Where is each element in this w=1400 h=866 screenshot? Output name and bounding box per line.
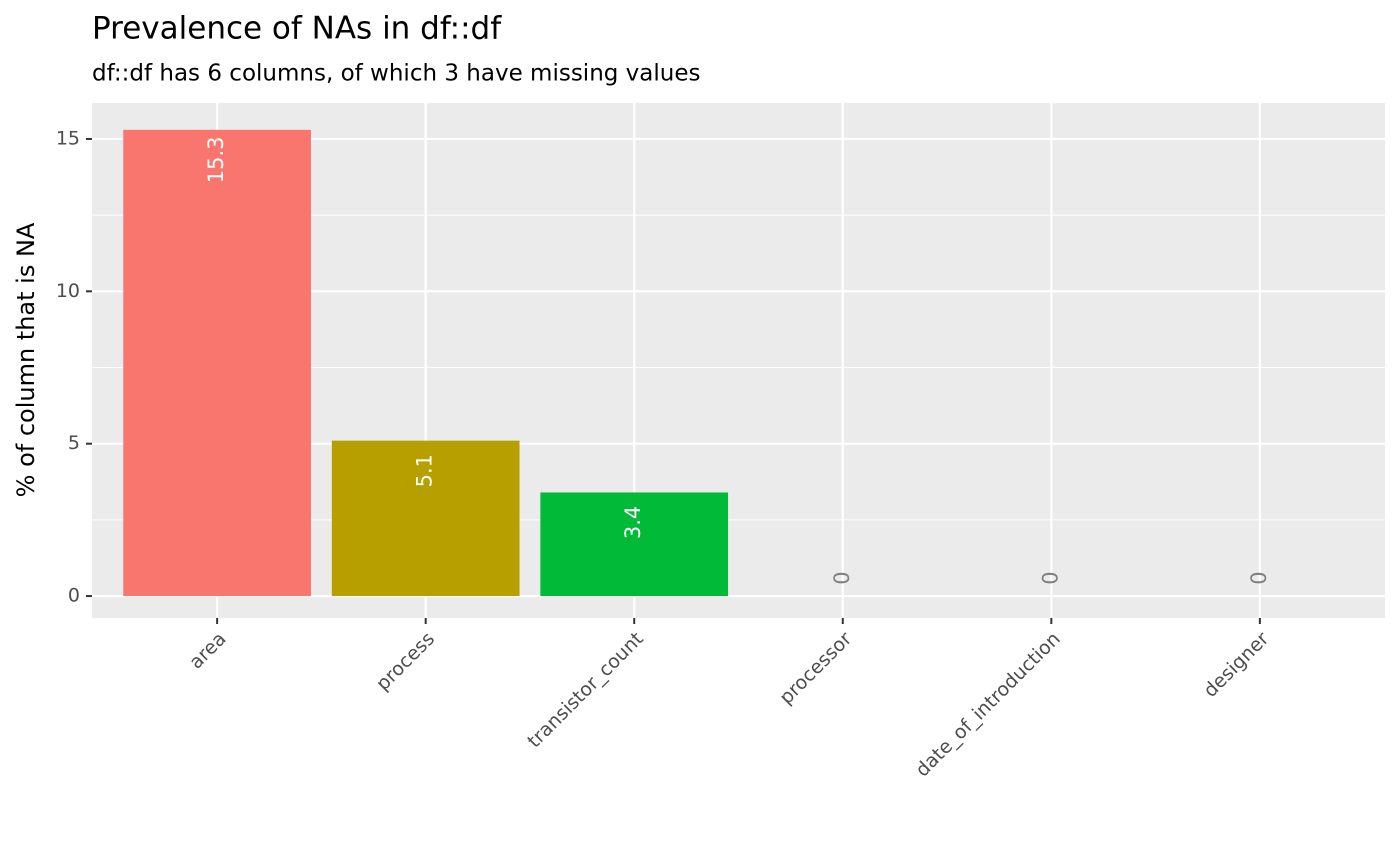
y-axis-title: % of column that is NA xyxy=(12,222,40,497)
data-label: 15.3 xyxy=(204,136,228,183)
x-tick-label: transistor_count xyxy=(523,628,647,752)
data-label: 5.1 xyxy=(413,454,437,487)
chart-subtitle: df::df has 6 columns, of which 3 have mi… xyxy=(92,61,701,87)
y-tick-label: 0 xyxy=(68,585,80,607)
data-label: 0 xyxy=(830,571,854,584)
x-tick-label: processor xyxy=(775,628,856,709)
y-tick-label: 5 xyxy=(68,432,80,454)
x-tick-label: date_of_introduction xyxy=(911,628,1064,781)
data-label: 0 xyxy=(1247,571,1271,584)
x-tick-label: designer xyxy=(1199,628,1273,702)
y-tick-label: 10 xyxy=(56,280,80,302)
data-label: 0 xyxy=(1038,571,1062,584)
chart-title: Prevalence of NAs in df::df xyxy=(92,11,502,47)
bar xyxy=(540,492,729,597)
bar xyxy=(331,440,520,597)
bar xyxy=(123,129,311,597)
data-label: 3.4 xyxy=(621,506,645,539)
x-tick-label: area xyxy=(185,628,231,674)
y-tick-label: 15 xyxy=(56,127,80,149)
x-tick-label: process xyxy=(372,628,439,695)
